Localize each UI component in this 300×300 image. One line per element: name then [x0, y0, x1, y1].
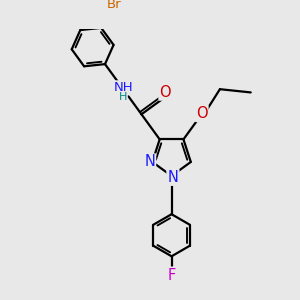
- Text: Br: Br: [107, 0, 122, 11]
- Text: N: N: [144, 154, 155, 169]
- Text: H: H: [118, 92, 127, 102]
- Text: F: F: [167, 268, 176, 283]
- Text: N: N: [167, 170, 178, 185]
- Text: NH: NH: [113, 81, 133, 94]
- Text: O: O: [160, 85, 171, 100]
- Text: O: O: [196, 106, 208, 121]
